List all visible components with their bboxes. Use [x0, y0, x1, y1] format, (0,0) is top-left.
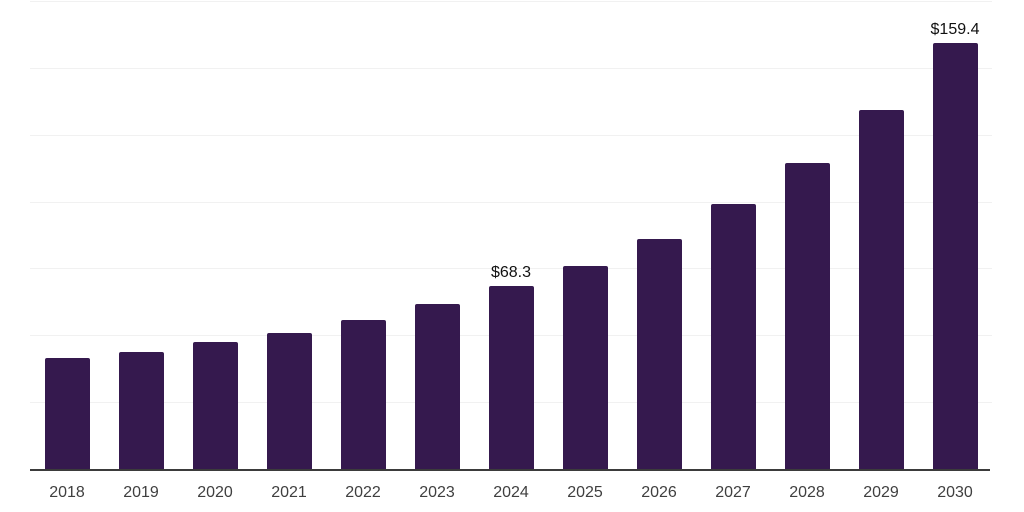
x-tick-2023: 2023	[419, 484, 455, 501]
bar-2023	[414, 304, 460, 469]
x-tick-2027: 2027	[715, 484, 751, 501]
bar-slot-2028	[770, 1, 844, 469]
x-axis-tick-labels: 2018 2019 2020 2021 2022 2023 2024 2025 2026 2027…	[30, 485, 992, 501]
x-tick-2029: 2029	[863, 484, 899, 501]
bar-series: $68.3 $159.4	[30, 1, 992, 469]
gridline-175	[30, 1, 992, 2]
bar-2018	[44, 358, 90, 469]
bar-slot-2020	[178, 1, 252, 469]
gridline-100	[30, 202, 992, 203]
bar-slot-2024: $68.3	[474, 1, 548, 469]
bar-slot-2019	[104, 1, 178, 469]
bar-2027	[710, 204, 756, 469]
plot-area: $68.3 $159.4	[30, 1, 992, 469]
bar-slot-2023	[400, 1, 474, 469]
x-tick-2024: 2024	[493, 484, 529, 501]
bar-slot-2030: $159.4	[918, 1, 992, 469]
gridline-150	[30, 68, 992, 69]
data-label-2024: $68.3	[490, 264, 532, 281]
x-tick-2030: 2030	[937, 484, 973, 501]
bar-slot-2022	[326, 1, 400, 469]
x-tick-2026: 2026	[641, 484, 677, 501]
bar-2024	[488, 286, 534, 469]
x-tick-2020: 2020	[197, 484, 233, 501]
bar-2030	[932, 43, 978, 469]
bar-slot-2029	[844, 1, 918, 469]
bar-2026	[636, 239, 682, 469]
x-tick-2022: 2022	[345, 484, 381, 501]
x-tick-2025: 2025	[567, 484, 603, 501]
gridline-75	[30, 268, 992, 269]
bar-slot-2027	[696, 1, 770, 469]
x-tick-2019: 2019	[123, 484, 159, 501]
bar-2028	[784, 163, 830, 469]
bar-2019	[118, 352, 164, 469]
data-label-2030: $159.4	[930, 21, 980, 38]
x-tick-2021: 2021	[271, 484, 307, 501]
bar-slot-2021	[252, 1, 326, 469]
bar-2020	[192, 342, 238, 469]
bar-2029	[858, 110, 904, 469]
bar-2021	[266, 333, 312, 469]
x-axis-line	[30, 469, 990, 471]
bar-slot-2026	[622, 1, 696, 469]
x-tick-2028: 2028	[789, 484, 825, 501]
bar-2022	[340, 320, 386, 469]
bar-2025	[562, 266, 608, 469]
bar-slot-2018	[30, 1, 104, 469]
x-tick-2018: 2018	[49, 484, 85, 501]
gridline-125	[30, 135, 992, 136]
bar-slot-2025	[548, 1, 622, 469]
